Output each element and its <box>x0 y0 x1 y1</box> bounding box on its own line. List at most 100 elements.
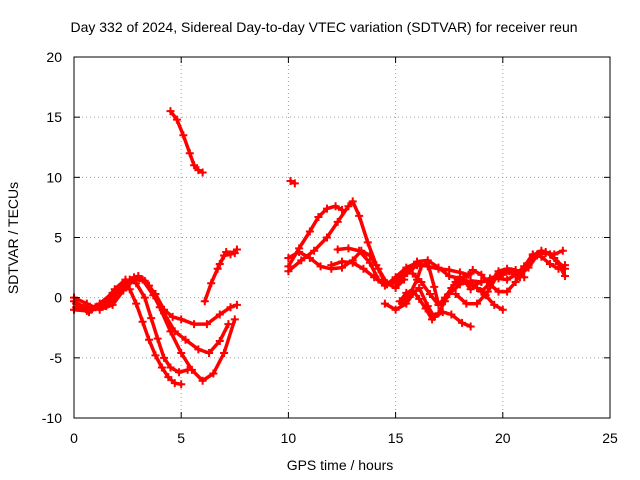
data-point <box>445 272 454 281</box>
x-tick-label: 25 <box>602 430 618 446</box>
data-point <box>230 315 239 324</box>
data-point <box>365 251 374 260</box>
series-arc-11 <box>286 199 419 285</box>
y-tick-label: 15 <box>46 109 62 125</box>
data-point <box>232 300 241 309</box>
data-point <box>125 285 134 294</box>
data-point <box>421 304 430 313</box>
data-point <box>520 262 529 271</box>
data-point <box>398 299 407 308</box>
data-point <box>166 107 175 116</box>
data-point <box>147 314 156 323</box>
data-point <box>473 284 482 293</box>
data-point <box>322 204 331 213</box>
data-point <box>477 287 486 296</box>
data-point <box>179 131 188 140</box>
data-point <box>153 334 162 343</box>
data-point <box>213 264 222 273</box>
data-point <box>198 168 207 177</box>
data-point <box>402 265 411 274</box>
data-point <box>132 299 141 308</box>
data-point <box>359 264 368 273</box>
data-point <box>363 238 372 247</box>
data-point <box>503 287 512 296</box>
data-point <box>477 278 486 287</box>
data-point <box>224 320 233 329</box>
data-point <box>284 253 293 262</box>
data-point <box>202 320 211 329</box>
data-point <box>425 290 434 299</box>
data-point <box>494 267 503 276</box>
data-point <box>166 327 175 336</box>
data-point <box>200 297 209 306</box>
data-point <box>413 275 422 284</box>
y-tick-label: 10 <box>46 169 62 185</box>
data-point <box>177 315 186 324</box>
y-axis-tick-labels: -10 -5 0 5 10 15 20 <box>42 49 62 426</box>
data-point <box>485 279 494 288</box>
data-point <box>220 349 229 358</box>
grid <box>74 57 610 418</box>
data-point <box>541 249 550 258</box>
data-point <box>355 246 364 255</box>
x-tick-label: 0 <box>70 430 78 446</box>
data-point <box>423 258 432 267</box>
x-axis-tick-labels: 0 5 10 15 20 25 <box>70 430 618 446</box>
data-point <box>215 310 224 319</box>
data-point <box>149 291 158 300</box>
data-point <box>82 306 91 315</box>
chart-title: Day 332 of 2024, Sidereal Day-to-day VTE… <box>70 19 577 35</box>
data-point <box>428 315 437 324</box>
data-point <box>355 211 364 220</box>
data-point <box>466 322 475 331</box>
data-point <box>415 284 424 293</box>
data-point <box>145 335 154 344</box>
data-point <box>370 273 379 282</box>
series-arc-5 <box>72 283 183 387</box>
data-point <box>140 293 149 302</box>
data-point <box>121 275 130 284</box>
data-point <box>348 197 357 206</box>
data-point <box>338 205 346 214</box>
y-tick-label: -10 <box>42 410 62 426</box>
data-point <box>466 276 475 285</box>
data-point <box>391 276 400 285</box>
data-point <box>205 349 214 358</box>
data-point <box>406 288 415 297</box>
data-point <box>190 161 199 170</box>
data-point <box>181 335 190 344</box>
x-axis-label: GPS time / hours <box>287 457 394 473</box>
data-point <box>338 257 346 266</box>
data-point <box>230 249 239 258</box>
data-point <box>145 281 154 290</box>
data-point <box>222 247 231 256</box>
data-point <box>494 274 503 283</box>
data-point <box>108 300 117 309</box>
x-tick-label: 5 <box>177 430 185 446</box>
data-point <box>104 296 113 305</box>
data-point <box>440 293 449 302</box>
data-point <box>413 257 422 266</box>
data-point <box>295 247 304 256</box>
data-point <box>537 252 546 261</box>
data-point <box>438 308 447 317</box>
data-point <box>305 253 314 262</box>
data-point <box>215 336 224 345</box>
data-point <box>434 309 443 318</box>
data-point <box>417 278 426 287</box>
data-point <box>102 302 111 311</box>
data-point <box>314 213 323 222</box>
data-point <box>503 264 512 273</box>
data-point <box>327 261 336 270</box>
data-markers <box>70 107 569 389</box>
data-point <box>175 368 184 377</box>
data-point <box>498 270 507 279</box>
data-point <box>511 278 520 287</box>
data-point <box>415 294 424 303</box>
data-point <box>185 149 194 158</box>
data-point <box>462 299 471 308</box>
data-point <box>558 246 567 255</box>
data-point <box>554 264 563 273</box>
data-point <box>494 287 503 296</box>
data-point <box>310 246 319 255</box>
